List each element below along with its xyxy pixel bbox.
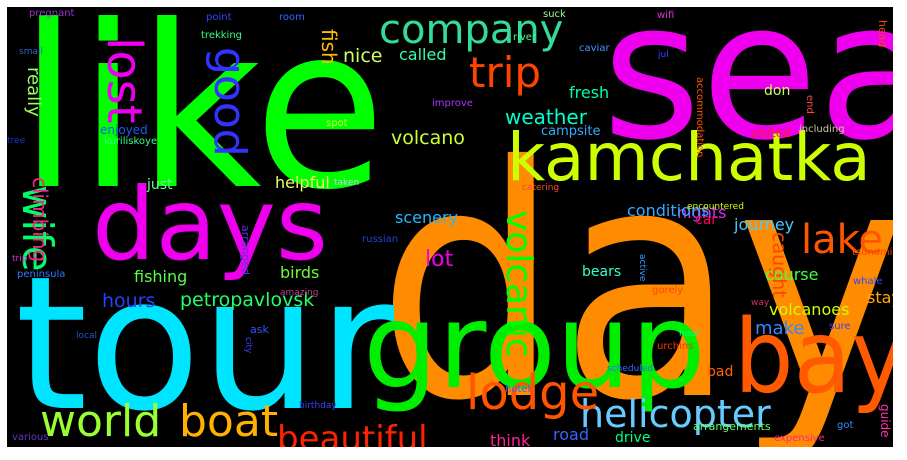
word-local: local — [76, 331, 97, 341]
word-fishing: fishing — [134, 267, 188, 286]
word-kuriliskoye: kuriliskoye — [104, 136, 158, 147]
word-fish: fish — [317, 29, 341, 65]
word-campsite: campsite — [541, 124, 601, 139]
word-caviar: caviar — [579, 43, 610, 54]
word-helicopter: helicopter — [580, 392, 771, 436]
word-boat: boat — [179, 396, 279, 447]
word-drive: drive — [615, 430, 651, 446]
word-point: point — [206, 12, 232, 23]
word-pregnant: pregnant — [29, 8, 75, 19]
word-catering: catering — [522, 183, 560, 193]
word-petropavlovsk: petropavlovsk — [180, 289, 315, 311]
word-trip: trip — [469, 48, 542, 97]
word-birthday: birthday — [299, 401, 337, 411]
word-lodge: lodge — [466, 365, 600, 421]
word-peninsula: peninsula — [17, 269, 66, 280]
word-lake: lake — [801, 217, 883, 263]
word-journey: journey — [734, 215, 795, 234]
word-whale: whale — [853, 276, 883, 287]
word-active: active — [637, 254, 647, 282]
word-small: small — [19, 47, 43, 57]
word-sea: sea — [602, 7, 893, 182]
word-course: course — [765, 265, 819, 284]
word-expensive: expensive — [774, 433, 825, 444]
word-called: called — [399, 45, 447, 64]
word-conditions: conditions — [627, 201, 710, 220]
word-hotel: hotel — [505, 384, 531, 395]
word-spot: spot — [326, 118, 348, 129]
word-bay: bay — [734, 298, 893, 417]
word-room: room — [279, 12, 305, 23]
word-river: river — [513, 32, 537, 43]
word-think: think — [490, 431, 531, 448]
word-nice: nice — [343, 45, 383, 67]
word-end: end — [804, 95, 815, 114]
word-encountered: encountered — [687, 202, 744, 212]
word-head: head — [876, 20, 889, 48]
word-kamchatka: kamchatka — [507, 119, 871, 196]
word-hour: hour — [679, 329, 700, 339]
word-helpful: helpful — [275, 173, 330, 192]
word-wifi: wifi — [657, 10, 675, 21]
word-don: don — [764, 83, 791, 99]
word-scenery: scenery — [395, 208, 459, 227]
word-amazing: amazing — [280, 288, 319, 298]
word-improve: improve — [432, 98, 473, 109]
word-road: road — [553, 425, 589, 444]
word-ask: ask — [250, 323, 269, 336]
word-guide: guide — [878, 404, 892, 438]
word-world: world — [40, 396, 162, 447]
word-suck: suck — [543, 9, 566, 20]
word-got: got — [837, 420, 854, 431]
word-cloud: day like sea tour group kamchatka days bay compa… — [7, 7, 893, 447]
word-various: various — [12, 432, 49, 443]
word-days: days — [92, 166, 329, 283]
word-way: way — [751, 298, 770, 308]
word-arranged: arranged — [239, 225, 252, 276]
word-bears: bears — [582, 264, 622, 280]
word-good: good — [204, 47, 255, 157]
word-volcanic: volcanic — [498, 210, 539, 358]
word-tour: tour — [15, 236, 395, 447]
word-enjoyed: enjoyed — [100, 123, 148, 137]
word-trip: trip — [12, 254, 28, 264]
word-russian: russian — [362, 234, 399, 245]
word-tsunami: tsunami — [852, 247, 893, 258]
word-really: really — [23, 67, 44, 117]
word-day: day — [377, 99, 893, 447]
word-company: company — [379, 7, 564, 53]
word-trekking: trekking — [201, 30, 243, 41]
word-beautiful: beautiful — [277, 419, 428, 447]
word-taken: taken — [334, 178, 360, 188]
word-gorely: gorely — [652, 285, 684, 296]
word-group: group — [363, 277, 706, 415]
word-nights: nights — [677, 203, 727, 222]
word-urchins: urchins — [657, 341, 694, 352]
word-just: just — [147, 177, 173, 193]
word-area: area — [891, 25, 893, 48]
word-climbing: climbing — [28, 177, 52, 263]
word-bad: bad — [707, 364, 734, 380]
word-city: city — [243, 337, 253, 354]
word-sure: sure — [829, 321, 851, 332]
word-arrangements: arrangements — [693, 420, 771, 433]
word-accommodation: accommodation — [694, 77, 705, 158]
word-like: like — [19, 7, 386, 240]
word-lost: lost — [96, 37, 152, 124]
word-hours: hours — [102, 290, 156, 312]
word-volcano: volcano — [391, 127, 465, 149]
word-volcanoes: volcanoes — [769, 300, 850, 319]
word-make: make — [755, 318, 805, 339]
word-lot: lot — [425, 247, 454, 272]
word-tree: tree — [7, 136, 26, 146]
word-weather: weather — [505, 105, 587, 129]
word-jul: jul — [658, 50, 669, 60]
word-fresh: fresh — [569, 83, 610, 102]
word-car: car — [695, 212, 718, 228]
word-scheduled: scheduled — [607, 364, 654, 374]
word-including: including — [799, 124, 845, 135]
word-birds: birds — [280, 263, 320, 282]
word-visited: visited — [751, 126, 791, 140]
word-stay: stay — [867, 288, 893, 307]
